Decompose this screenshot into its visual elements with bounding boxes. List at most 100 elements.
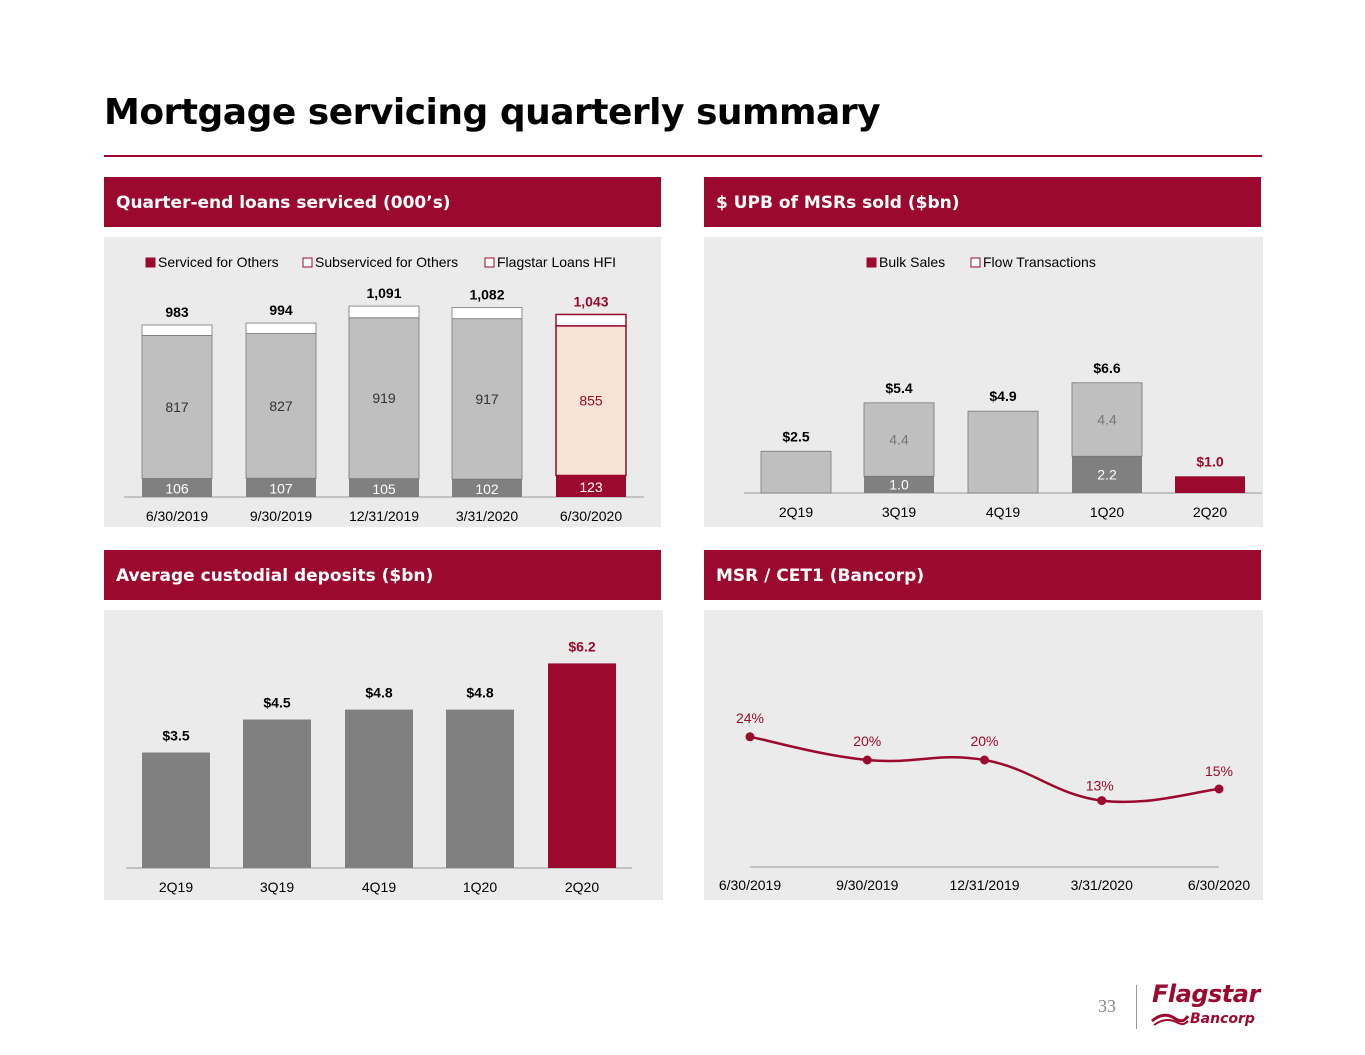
bar-total-label: 1,043 (573, 293, 608, 309)
bar-inner-label: 2.2 (1097, 467, 1117, 483)
loans-chart: Serviced for Others Subserviced for Other… (124, 254, 644, 524)
x-tick-label: 6/30/2020 (560, 508, 622, 524)
x-tick-label: 12/31/2019 (349, 508, 419, 524)
bar-segment-subserviced (555, 313, 627, 327)
bar-segment-hfi (142, 478, 212, 497)
msr-point-label: 15% (1205, 763, 1233, 779)
bar-total-label: $2.5 (782, 428, 809, 444)
deposit-bar (243, 719, 311, 868)
bar-segment-hfi (349, 478, 419, 497)
deposit-bar (345, 709, 413, 868)
logo-divider (1136, 985, 1137, 1029)
x-tick-label: 4Q19 (362, 879, 396, 895)
x-tick-label: 6/30/2019 (719, 877, 781, 893)
legend-swatch (484, 257, 495, 268)
bar-label-hfi: 106 (165, 481, 189, 497)
bar-label-serviced: 855 (579, 393, 603, 409)
msr-point (980, 755, 989, 765)
logo-swoosh-icon (1151, 1013, 1190, 1026)
msr-point (1214, 784, 1224, 794)
bar-segment-flow (1071, 382, 1143, 457)
x-tick-label: 2Q20 (565, 879, 599, 895)
bar-segment-flow (863, 402, 935, 477)
bar-segment-flow (760, 450, 832, 494)
x-tick-label: 4Q19 (986, 504, 1020, 520)
bar-segment-subserviced (348, 305, 420, 319)
page-number: 33 (1098, 996, 1116, 1016)
bancorp-logo-text: Bancorp (1190, 1011, 1255, 1027)
bar-label-hfi: 107 (269, 481, 293, 497)
title-divider (104, 155, 1262, 157)
legend-swatch (866, 257, 877, 268)
x-tick-label: 2Q19 (779, 504, 813, 520)
bar-total-label: 983 (165, 304, 189, 320)
bar-label-hfi: 105 (372, 481, 396, 497)
bar-segment-hfi (246, 478, 316, 497)
bar-total-label: 994 (269, 302, 293, 318)
bar-total-label: 1,082 (469, 287, 504, 303)
msr-point-label: 20% (853, 733, 881, 749)
x-tick-label: 1Q20 (463, 879, 497, 895)
x-tick-label: 2Q19 (159, 879, 193, 895)
bar-segment-bulk (1175, 476, 1245, 493)
bar-segment-serviced (141, 335, 213, 479)
bar-label-hfi: 123 (579, 479, 603, 495)
deposit-bar (446, 709, 514, 868)
bar-segment-serviced (348, 317, 420, 480)
msr-point (1097, 796, 1107, 806)
bar-inner-label: 4.4 (1097, 412, 1117, 428)
x-tick-label: 3Q19 (882, 504, 916, 520)
legend-label: Subserviced for Others (315, 254, 458, 270)
upb-panel-header: $ UPB of MSRs sold ($bn) (704, 177, 1261, 227)
bar-total-label: 1,091 (366, 285, 401, 301)
legend-swatch (302, 257, 313, 268)
x-tick-label: 3Q19 (260, 879, 294, 895)
bar-segment-hfi (452, 479, 522, 497)
bar-value-label: $3.5 (162, 728, 189, 744)
bar-inner-label: 4.4 (889, 432, 909, 448)
upb-chart: Bulk Sales Flow Transactions $2.5 2Q19 $5.4 3… (744, 254, 1262, 520)
msr-point-label: 24% (736, 710, 764, 726)
x-tick-label: 2Q20 (1193, 504, 1227, 520)
bar-segment-hfi (556, 475, 626, 497)
bar-total-label: $4.9 (989, 388, 1016, 404)
msr-point (745, 732, 755, 742)
deposits-panel: $3.5 2Q19 $4.5 3Q19 $4.8 4Q19 $4.8 1Q20 $6.2 2Q20 (104, 610, 663, 900)
bar-inner-label: 1.0 (889, 477, 909, 493)
bar-total-label: $5.4 (885, 380, 912, 396)
legend-label: Flow Transactions (983, 254, 1096, 270)
upb-panel: Bulk Sales Flow Transactions $2.5 2Q19 $5.4 3… (704, 237, 1263, 527)
page-title: Mortgage servicing quarterly summary (104, 92, 881, 133)
legend-label: Bulk Sales (879, 254, 945, 270)
legend-swatch (145, 257, 156, 268)
bar-segment-bulk (864, 476, 934, 493)
legend-label: Flagstar Loans HFI (497, 254, 616, 270)
bar-total-label: $1.0 (1196, 453, 1223, 469)
deposit-bar (142, 752, 210, 868)
deposits-chart: $3.5 2Q19 $4.5 3Q19 $4.8 4Q19 $4.8 1Q20 $6.2 2Q20 (126, 638, 632, 895)
x-tick-label: 6/30/2020 (1188, 877, 1250, 893)
bar-label-serviced: 817 (165, 399, 189, 415)
msr-point-label: 20% (970, 733, 998, 749)
legend-swatch (970, 257, 981, 268)
bar-label-serviced: 917 (475, 391, 499, 407)
bar-value-label: $4.8 (365, 685, 392, 701)
deposit-bar (548, 663, 616, 868)
bar-segment-subserviced (141, 324, 213, 336)
bar-segment-flow (967, 410, 1039, 494)
bar-segment-subserviced (451, 307, 523, 320)
deposits-panel-header: Average custodial deposits ($bn) (104, 550, 661, 600)
bar-label-serviced: 919 (372, 390, 396, 406)
msr-point (862, 755, 872, 765)
x-tick-label: 6/30/2019 (146, 508, 208, 524)
x-tick-label: 9/30/2019 (250, 508, 312, 524)
loans-panel: Serviced for Others Subserviced for Other… (104, 237, 661, 527)
loans-panel-header: Quarter-end loans serviced (000’s) (104, 177, 661, 227)
msr-panel: 24% 6/30/2019 20% 9/30/2019 20% 12/31/2019 13%… (704, 610, 1263, 900)
bar-segment-subserviced (245, 322, 317, 334)
x-tick-label: 9/30/2019 (836, 877, 898, 893)
msr-panel-header: MSR / CET1 (Bancorp) (704, 550, 1261, 600)
flagstar-logo: Flagstar (1152, 980, 1260, 1008)
bar-value-label: $4.8 (466, 685, 493, 701)
x-tick-label: 3/31/2020 (1071, 877, 1133, 893)
